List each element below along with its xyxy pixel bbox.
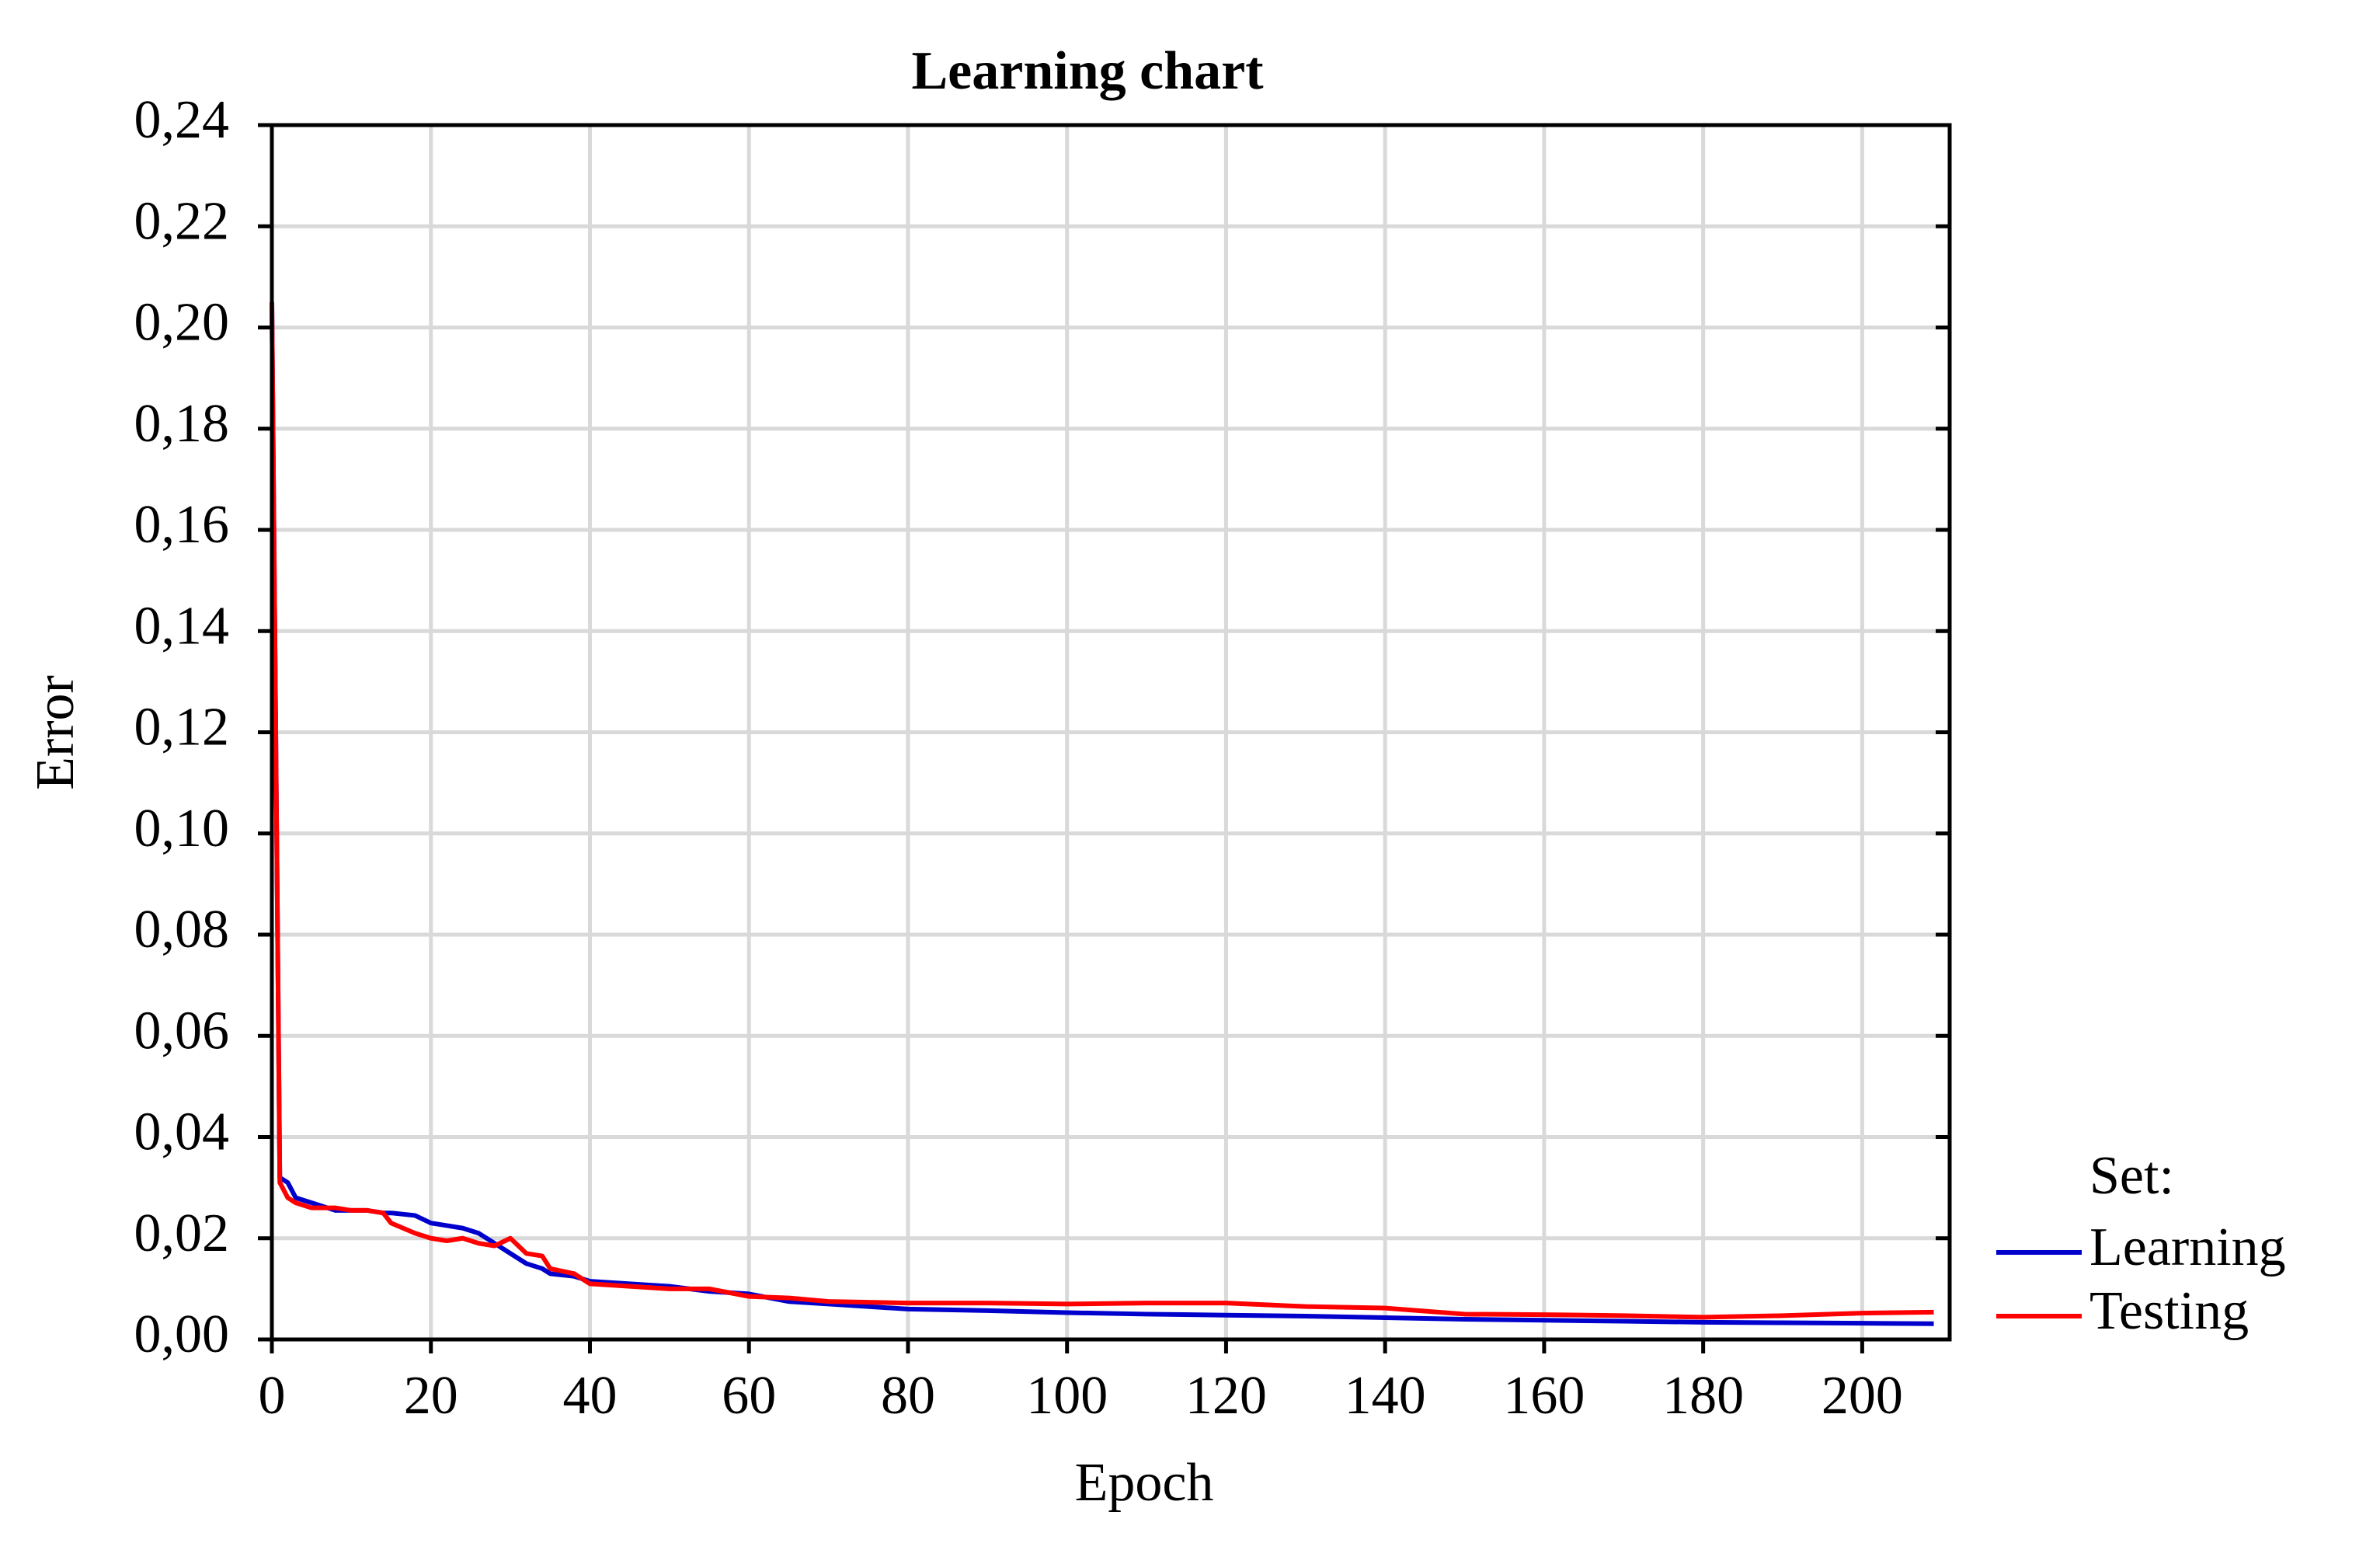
chart-title: Learning chart bbox=[911, 41, 1263, 101]
legend-label: Learning bbox=[2089, 1217, 2286, 1277]
y-tick-label: 0,22 bbox=[134, 191, 230, 251]
x-axis-label: Epoch bbox=[1075, 1453, 1214, 1513]
y-tick-label: 0,14 bbox=[134, 596, 230, 656]
x-tick-label: 140 bbox=[1345, 1366, 1426, 1426]
legend-title: Set: bbox=[2089, 1146, 2174, 1206]
plot-area bbox=[270, 301, 1934, 1326]
y-tick-label: 0,10 bbox=[134, 799, 230, 859]
y-tick-label: 0,06 bbox=[134, 1001, 230, 1061]
y-tick-label: 0,00 bbox=[134, 1304, 230, 1364]
y-axis-label: Error bbox=[26, 675, 85, 790]
legend-label: Testing bbox=[2089, 1281, 2249, 1341]
y-tick-label: 0,24 bbox=[134, 90, 230, 150]
x-tick-label: 180 bbox=[1662, 1366, 1744, 1426]
y-tick-label: 0,20 bbox=[134, 293, 230, 353]
grid bbox=[270, 123, 1950, 1342]
y-tick-label: 0,04 bbox=[134, 1102, 230, 1162]
x-tick-label: 200 bbox=[1822, 1366, 1903, 1426]
x-tick-label: 20 bbox=[404, 1366, 458, 1426]
x-tick-label: 40 bbox=[562, 1366, 617, 1426]
x-tick-label: 120 bbox=[1185, 1366, 1267, 1426]
x-tick-label: 0 bbox=[259, 1366, 286, 1426]
series-line bbox=[270, 301, 1934, 1320]
x-tick-label: 60 bbox=[722, 1366, 776, 1426]
y-tick-label: 0,02 bbox=[134, 1203, 230, 1263]
y-tick-label: 0,18 bbox=[134, 394, 230, 454]
y-tick-label: 0,16 bbox=[134, 495, 230, 555]
x-tick-label: 100 bbox=[1026, 1366, 1108, 1426]
x-tick-label: 160 bbox=[1503, 1366, 1585, 1426]
y-tick-label: 0,08 bbox=[134, 900, 230, 960]
x-tick-label: 80 bbox=[881, 1366, 935, 1426]
y-tick-label: 0,12 bbox=[134, 698, 230, 758]
